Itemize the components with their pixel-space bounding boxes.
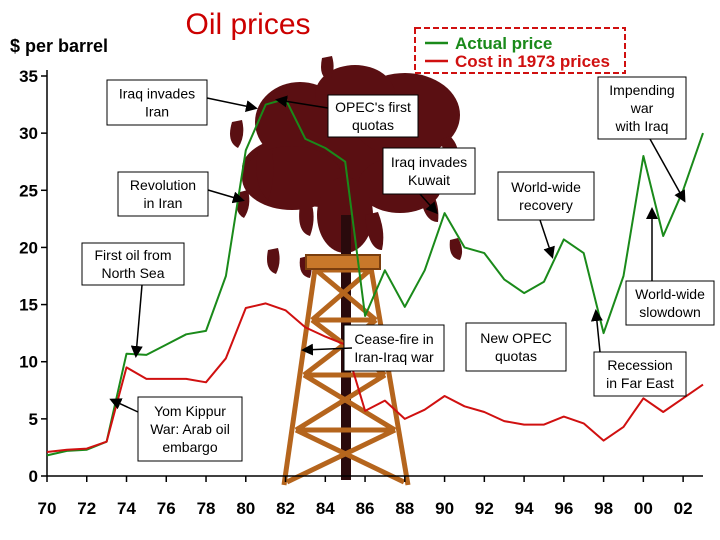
- x-tick-label: 84: [316, 499, 335, 518]
- annotation-text: Yom Kippur: [154, 403, 226, 419]
- annotation-world-wide-slowdown: World-wide slowdown: [625, 207, 715, 326]
- annotation-new-opec-quotas: New OPEC quotas: [465, 322, 567, 372]
- annotation-iraq-invades-kuwait: Iraq invades Kuwait: [382, 147, 476, 215]
- series-lines: [46, 97, 704, 457]
- x-tick-label: 98: [594, 499, 613, 518]
- annotation-text: quotas: [495, 348, 537, 364]
- legend: Actual price Cost in 1973 prices: [414, 27, 626, 74]
- annotation-text: First oil from: [95, 247, 172, 263]
- annotation-yom-kippur: Yom Kippur War: Arab oil embargo: [109, 396, 243, 462]
- annotation-text: Cease-fire in: [354, 331, 433, 347]
- annotation-revolution-iran: Revolution in Iran: [117, 171, 245, 217]
- annotation-arrow: [275, 95, 329, 109]
- x-tick-label: 76: [157, 499, 176, 518]
- annotation-text: Iraq invades: [391, 154, 467, 170]
- annotation-text: Revolution: [130, 177, 196, 193]
- annotation-text: Iraq invades: [119, 86, 195, 102]
- annotation-arrow: [419, 193, 438, 215]
- annotation-text: recovery: [519, 197, 573, 213]
- series-line-actual-price: [46, 97, 704, 457]
- annotation-text: in Far East: [606, 375, 674, 391]
- y-tick-label: 5: [29, 410, 38, 429]
- annotation-box: [465, 322, 567, 372]
- x-tick-label: 74: [117, 499, 136, 518]
- legend-label-cost-1973: Cost in 1973 prices: [455, 52, 610, 71]
- annotation-box: [625, 280, 715, 326]
- annotation-box: [81, 242, 185, 286]
- annotation-arrow: [206, 97, 258, 113]
- annotation-text: Kuwait: [408, 172, 450, 188]
- annotation-text: Iran-Iraq war: [354, 349, 434, 365]
- annotation-box: [593, 351, 687, 397]
- annotation-box: [497, 171, 595, 221]
- x-tick-label: 82: [276, 499, 295, 518]
- annotation-arrow: [130, 284, 143, 358]
- x-tick-label: 78: [197, 499, 216, 518]
- annotation-text: New OPEC: [480, 330, 552, 346]
- x-tick-label: 96: [554, 499, 573, 518]
- annotation-cease-fire: Cease-fire in Iran-Iraq war: [301, 324, 445, 372]
- annotation-text: war: [630, 100, 654, 116]
- annotation-text: North Sea: [101, 265, 164, 281]
- annotation-arrow: [590, 309, 603, 353]
- annotation-text: in Iran: [144, 195, 183, 211]
- legend-label-actual-price: Actual price: [455, 34, 552, 53]
- y-tick-label: 15: [19, 296, 38, 315]
- annotation-box: [597, 76, 687, 140]
- annotation-impending-war: Impending war with Iraq: [597, 76, 687, 203]
- annotation-arrow: [539, 219, 555, 259]
- annotation-arrow: [109, 398, 139, 413]
- x-tick-labels: 70 72 74 76 78 80 82 84 86 88 90 92 94 96 98 00 02: [38, 499, 693, 518]
- y-axis-label: $ per barrel: [10, 36, 108, 56]
- y-tick-label: 30: [19, 124, 38, 143]
- annotation-arrow: [301, 343, 353, 356]
- x-tick-label: 92: [475, 499, 494, 518]
- annotation-text: with Iraq: [615, 118, 669, 134]
- x-tick-label: 80: [236, 499, 255, 518]
- x-tick-label: 94: [515, 499, 534, 518]
- annotation-text: Impending: [609, 82, 674, 98]
- x-tick-label: 02: [674, 499, 693, 518]
- annotation-box: [327, 94, 419, 138]
- annotation-iraq-invades-iran: Iraq invades Iran: [106, 79, 258, 126]
- annotation-text: quotas: [352, 117, 394, 133]
- annotation-text: Iran: [145, 104, 169, 120]
- annotation-first-oil-north-sea: First oil from North Sea: [81, 242, 185, 358]
- annotation-arrow: [207, 189, 245, 204]
- y-tick-label: 20: [19, 238, 38, 257]
- x-tick-label: 00: [634, 499, 653, 518]
- annotations: Iraq invades Iran OPEC's first quotas Impend…: [81, 76, 715, 462]
- annotation-box: [343, 324, 445, 372]
- annotation-text: embargo: [162, 439, 217, 455]
- annotation-text: War: Arab oil: [150, 421, 230, 437]
- x-tick-label: 70: [38, 499, 57, 518]
- chart-title: Oil prices: [185, 8, 310, 41]
- y-tick-label: 35: [19, 67, 38, 86]
- x-tick-label: 90: [435, 499, 454, 518]
- y-tick-labels: 0 5 10 15 20 25 30 35: [19, 67, 38, 486]
- y-tick-label: 25: [19, 181, 38, 200]
- annotation-text: Recession: [607, 357, 672, 373]
- annotation-box: [382, 147, 476, 195]
- annotation-box: [117, 171, 209, 217]
- annotation-text: World-wide: [511, 179, 581, 195]
- x-tick-label: 86: [356, 499, 375, 518]
- annotation-text: World-wide: [635, 286, 705, 302]
- annotation-opec-first-quotas: OPEC's first quotas: [275, 94, 419, 138]
- annotation-recession-far-east: Recession in Far East: [590, 309, 687, 397]
- x-tick-label: 88: [395, 499, 414, 518]
- x-tick-label: 72: [77, 499, 96, 518]
- annotation-box: [137, 396, 243, 462]
- annotation-box: [106, 79, 208, 126]
- series-line-cost-1973: [46, 302, 704, 453]
- y-tick-label: 0: [29, 467, 38, 486]
- chart-axes: [41, 70, 703, 482]
- annotation-text: slowdown: [639, 304, 700, 320]
- y-tick-label: 10: [19, 353, 38, 372]
- annotation-text: OPEC's first: [335, 99, 411, 115]
- annotation-arrow: [649, 138, 686, 203]
- annotation-world-wide-recovery: World-wide recovery: [497, 171, 595, 259]
